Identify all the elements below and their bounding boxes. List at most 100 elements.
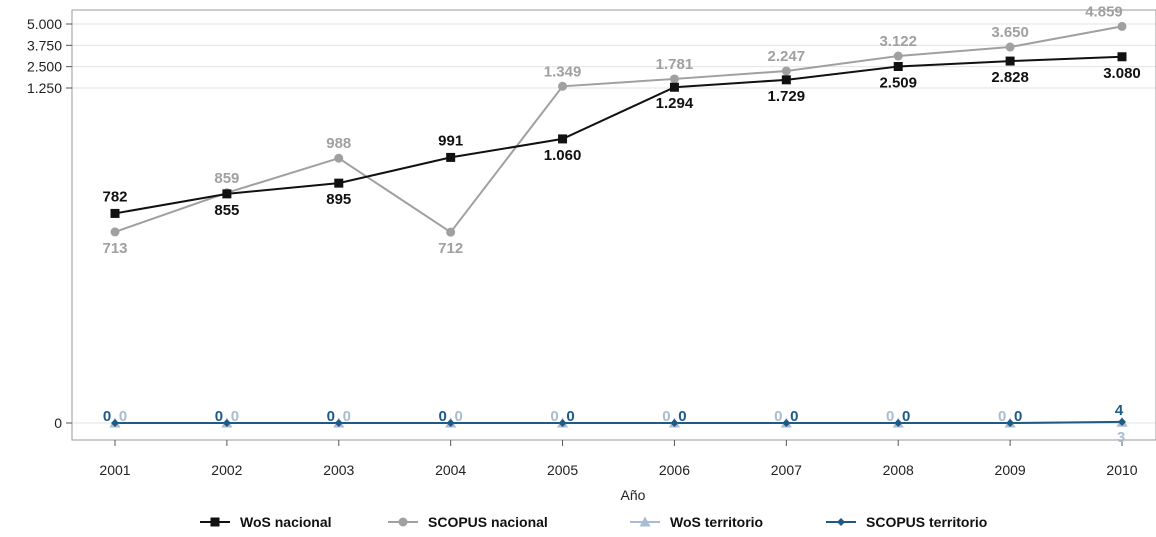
data-label: 0: [902, 408, 910, 425]
data-label: 0: [454, 408, 462, 425]
data-label: 0: [662, 408, 670, 425]
x-tick-label: 2005: [547, 462, 578, 478]
data-label: 782: [102, 188, 127, 205]
data-point: [893, 62, 903, 72]
data-label: 0: [566, 408, 574, 425]
data-point: [110, 227, 120, 237]
x-tick-label: 2006: [659, 462, 690, 478]
data-point: [222, 419, 231, 427]
data-label: 1.349: [544, 63, 582, 80]
data-point: [558, 81, 568, 91]
data-label: 0: [998, 408, 1006, 425]
legend-item-scopus-territorio: SCOPUS territorio: [826, 514, 987, 530]
x-tick-label: 2002: [211, 462, 242, 478]
y-tick-label: 0: [54, 415, 62, 431]
legend-item-wos-territorio: WoS territorio: [630, 514, 763, 530]
data-label: 895: [326, 191, 351, 208]
legend: WoS nacional SCOPUS nacional WoS territori…: [200, 514, 987, 530]
data-label: 4.859: [1085, 3, 1123, 20]
series-line-wos-nacional: [114, 55, 1123, 215]
data-point: [669, 82, 679, 92]
legend-label: WoS territorio: [670, 514, 763, 530]
data-label: 0: [790, 408, 798, 425]
legend-marker: [210, 517, 220, 527]
x-tick-label: 2008: [883, 462, 914, 478]
data-label: 0: [343, 408, 351, 425]
data-point: [782, 419, 791, 427]
data-label: 0: [215, 408, 223, 425]
legend-label: SCOPUS territorio: [866, 514, 987, 530]
data-label: 713: [102, 240, 127, 257]
data-point: [781, 66, 791, 76]
data-point: [334, 153, 344, 163]
series-line-scopus-nacional: [114, 25, 1123, 234]
data-point: [446, 152, 456, 162]
data-label: 0: [103, 408, 111, 425]
data-label: 0: [231, 408, 239, 425]
x-tick-label: 2001: [99, 462, 130, 478]
y-tick-label: 2.500: [27, 59, 62, 75]
data-point: [1117, 21, 1127, 31]
data-point: [558, 134, 568, 144]
data-point: [1118, 417, 1126, 426]
data-label: 1.294: [656, 95, 694, 112]
data-point: [110, 208, 120, 218]
data-label: 0: [550, 408, 558, 425]
data-point: [893, 51, 903, 61]
data-point: [334, 178, 344, 188]
data-label: 0: [1014, 408, 1022, 425]
legend-label: WoS nacional: [240, 514, 332, 530]
data-point: [446, 419, 455, 427]
legend-item-wos-nacional: WoS nacional: [200, 514, 332, 530]
series-lines: [114, 25, 1123, 424]
x-axis: 2001 2002 2003 2004 2005 2006 2007 2008 2009 2010: [99, 440, 1138, 478]
data-point: [669, 74, 679, 84]
data-point: [111, 419, 119, 427]
x-tick-label: 2004: [435, 462, 466, 478]
plot-frame: [71, 9, 1156, 441]
data-point: [446, 227, 456, 237]
data-label: 0: [119, 408, 127, 425]
data-point: [670, 419, 679, 427]
data-point: [222, 189, 232, 199]
x-tick-label: 2003: [323, 462, 354, 478]
data-label: 4: [1115, 402, 1124, 419]
data-label: 0: [678, 408, 686, 425]
y-tick-label: 3.750: [27, 37, 62, 53]
y-axis: 0 1.250 2.500 3.750 5.000: [27, 16, 72, 431]
data-point: [894, 419, 903, 427]
data-label: 855: [214, 202, 239, 219]
data-label: 0: [438, 408, 446, 425]
data-label: 1.781: [656, 56, 694, 73]
data-point: [1005, 56, 1015, 66]
data-point: [1117, 52, 1127, 62]
data-label: 2.247: [768, 48, 806, 65]
data-point: [781, 75, 791, 85]
data-label: 712: [438, 240, 463, 257]
data-label: 991: [438, 132, 463, 149]
data-point: [334, 419, 343, 427]
y-tick-label: 1.250: [27, 80, 62, 96]
x-tick-label: 2010: [1106, 462, 1137, 478]
x-axis-title: Año: [621, 487, 646, 503]
legend-marker: [639, 516, 651, 527]
legend-marker: [398, 517, 408, 527]
data-labels: 782 855 895 991 1.060 1.294 1.729 2.509 2.828 3.0…: [102, 3, 1140, 446]
data-point: [1006, 419, 1015, 427]
data-label: 1.060: [544, 147, 582, 164]
data-label: 0: [774, 408, 782, 425]
y-tick-label: 5.000: [27, 16, 62, 32]
data-label: 1.729: [768, 88, 806, 105]
data-label: 3.080: [1103, 65, 1141, 82]
data-label: 0: [886, 408, 894, 425]
data-label: 2.828: [991, 69, 1029, 86]
data-label: 3.650: [991, 24, 1029, 41]
legend-item-scopus-nacional: SCOPUS nacional: [388, 514, 548, 530]
data-label: 2.509: [879, 75, 917, 92]
x-tick-label: 2007: [771, 462, 802, 478]
legend-marker: [837, 518, 845, 526]
data-point: [558, 419, 567, 427]
data-label: 3.122: [879, 33, 917, 50]
data-label: 0: [327, 408, 335, 425]
